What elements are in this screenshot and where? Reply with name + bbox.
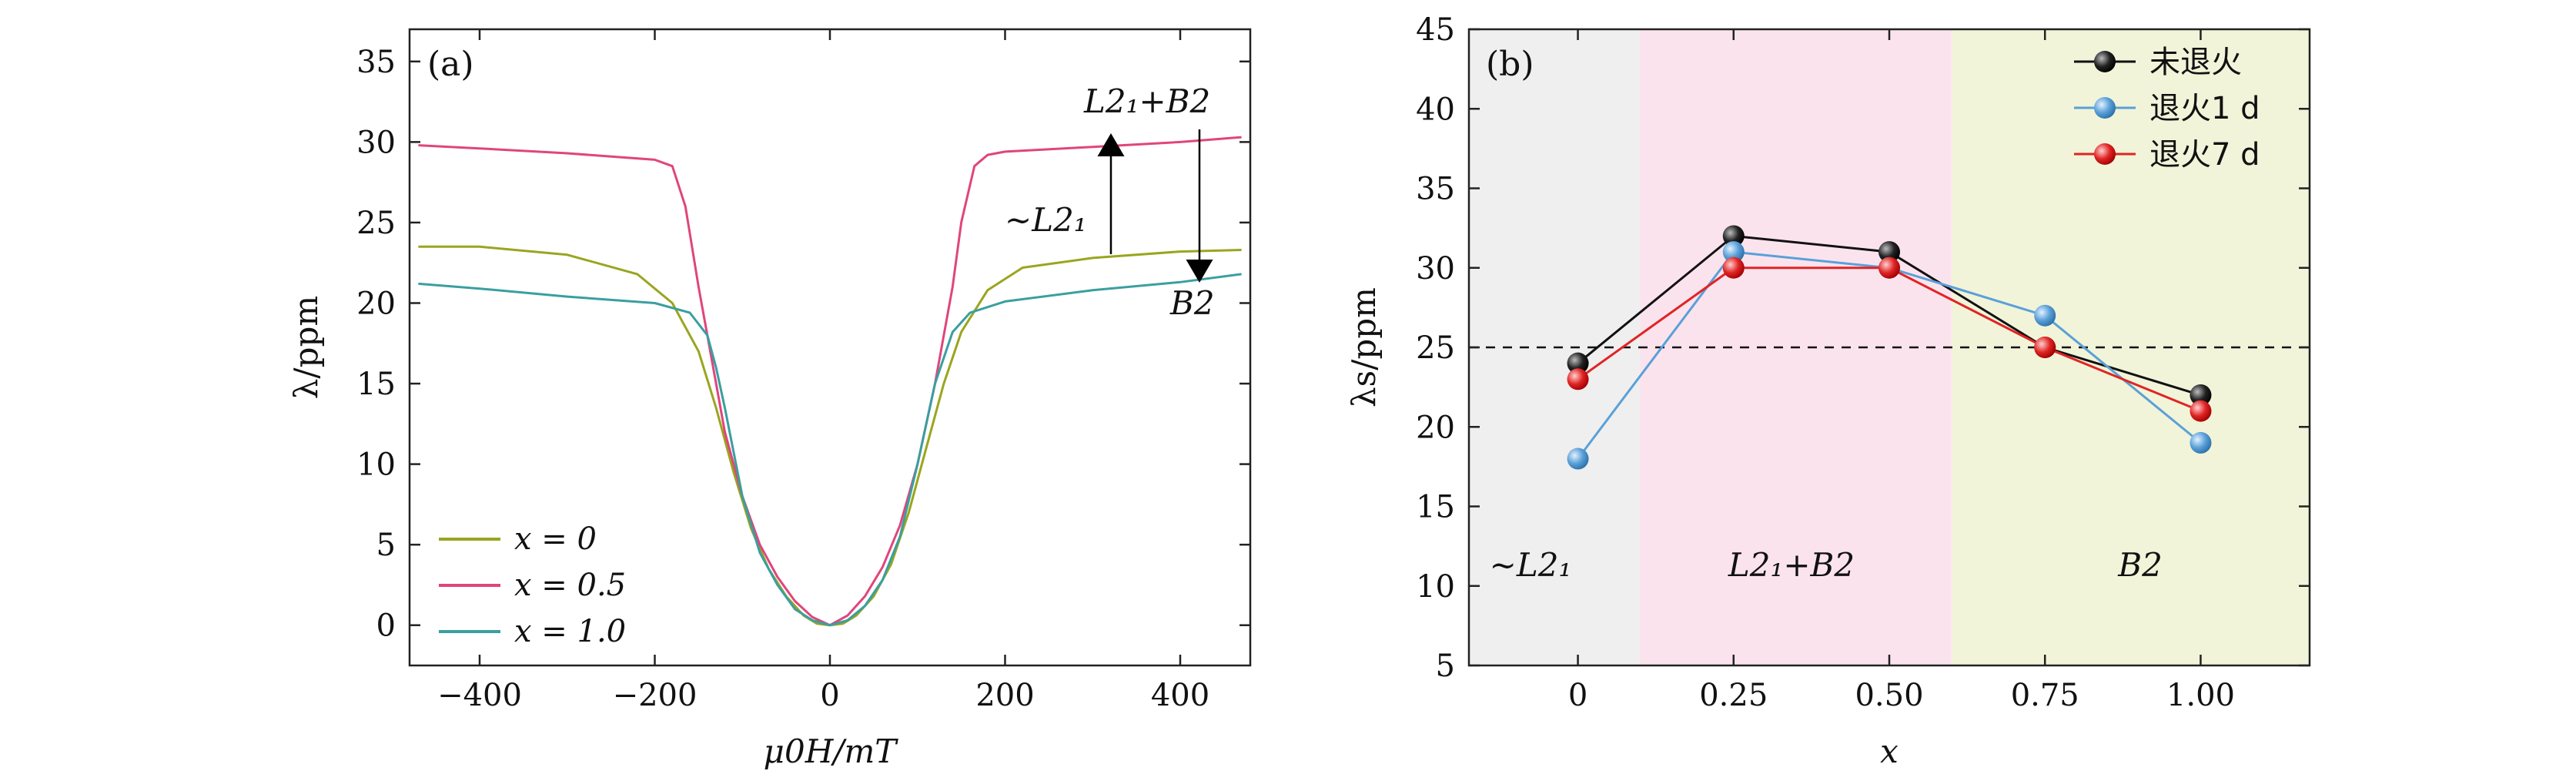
x-tick-label: 0 <box>820 678 839 713</box>
panel-a-axes: −400 −200 0 200 400 0 5 10 15 20 25 30 35 <box>356 29 1250 713</box>
y-tick-label: 5 <box>376 528 396 563</box>
data-point <box>2190 400 2212 422</box>
panel-a-ylabel: λ/ppm <box>287 296 325 399</box>
legend-label-annealed-1d: 退火1 d <box>2149 91 2260 126</box>
panel-b: 0 0.25 0.50 0.75 1.00 5 10 15 20 25 30 35 40 45 (b) ~… <box>1345 12 2311 770</box>
x-tick-label: 1.00 <box>2166 678 2235 713</box>
x-tick-label: 0.75 <box>2011 678 2079 713</box>
panel-b-ylabel: λs/ppm <box>1345 287 1383 407</box>
y-tick-label: 20 <box>1416 410 1455 445</box>
panel-a-xlabel: μ0H/mT <box>764 732 899 770</box>
annotation-b2: B2 <box>1169 284 1215 322</box>
x-tick-label: −200 <box>613 678 698 713</box>
y-tick-label: 10 <box>1416 569 1455 605</box>
y-tick-label: 35 <box>1416 172 1455 207</box>
x-tick-label: 0.50 <box>1855 678 1923 713</box>
legend-label-annealed-7d: 退火7 d <box>2149 137 2260 173</box>
y-tick-label: 0 <box>376 608 396 644</box>
legend-label-x10: x = 1.0 <box>514 614 626 649</box>
data-point <box>2034 337 2056 358</box>
panel-b-axes: 0 0.25 0.50 0.75 1.00 5 10 15 20 25 30 35 40 45 <box>1416 12 2310 713</box>
y-tick-label: 20 <box>356 286 396 321</box>
y-tick-label: 15 <box>1416 490 1455 525</box>
panel-a: −400 −200 0 200 400 0 5 10 15 20 25 30 35 (a) L2₁+B2… <box>287 28 1252 770</box>
data-point <box>1567 352 1589 374</box>
data-point <box>2190 431 2212 454</box>
region-label-l21: ~L2₁ <box>1490 546 1572 584</box>
region-label-b2: B2 <box>2117 546 2163 584</box>
panel-b-xlabel: x <box>1880 732 1899 770</box>
data-point <box>1722 225 1745 247</box>
panel-a-series <box>418 136 1242 627</box>
legend-label-x0: x = 0 <box>514 521 597 557</box>
series-line-2 <box>418 273 1242 627</box>
annotation-l21-b2: L2₁+B2 <box>1083 82 1210 120</box>
y-tick-label: 35 <box>356 45 396 80</box>
y-tick-label: 45 <box>1416 12 1455 48</box>
y-tick-label: 30 <box>356 125 396 160</box>
y-tick-label: 30 <box>1416 251 1455 287</box>
panel-a-label: (a) <box>427 45 474 84</box>
x-tick-label: −400 <box>437 678 522 713</box>
data-point <box>2034 304 2056 327</box>
y-tick-label: 10 <box>356 447 396 483</box>
panel-b-regions <box>1469 29 2310 665</box>
y-tick-label: 15 <box>356 367 396 402</box>
panel-a-legend: x = 0 x = 0.5 x = 1.0 <box>439 521 626 649</box>
legend-marker-unannealed <box>2094 51 2116 72</box>
y-tick-label: 25 <box>1416 330 1455 366</box>
y-tick-label: 25 <box>356 206 396 241</box>
annotation-approx-l21: ~L2₁ <box>1005 201 1087 239</box>
data-point <box>1722 256 1745 279</box>
legend-label-x05: x = 0.5 <box>514 568 626 603</box>
data-point <box>1722 241 1745 263</box>
data-point <box>2190 384 2212 406</box>
legend-marker-annealed-7d <box>2094 143 2116 165</box>
y-tick-label: 40 <box>1416 92 1455 127</box>
x-tick-label: 0 <box>1568 678 1587 713</box>
data-point <box>1567 368 1589 390</box>
data-point <box>1567 447 1589 470</box>
x-tick-label: 200 <box>975 678 1034 713</box>
legend-label-unannealed: 未退火 <box>2149 45 2242 80</box>
panel-b-series <box>1567 225 2212 470</box>
data-point <box>1878 241 1900 263</box>
x-tick-label: 0.25 <box>1699 678 1768 713</box>
panel-b-legend: 未退火 退火1 d 退火7 d <box>2074 45 2260 173</box>
region-label-l21-b2: L2₁+B2 <box>1728 546 1855 584</box>
y-tick-label: 5 <box>1436 649 1455 684</box>
data-point <box>1878 256 1900 279</box>
legend-marker-annealed-1d <box>2094 97 2116 119</box>
panel-b-label: (b) <box>1486 45 1534 84</box>
x-tick-label: 400 <box>1151 678 1209 713</box>
